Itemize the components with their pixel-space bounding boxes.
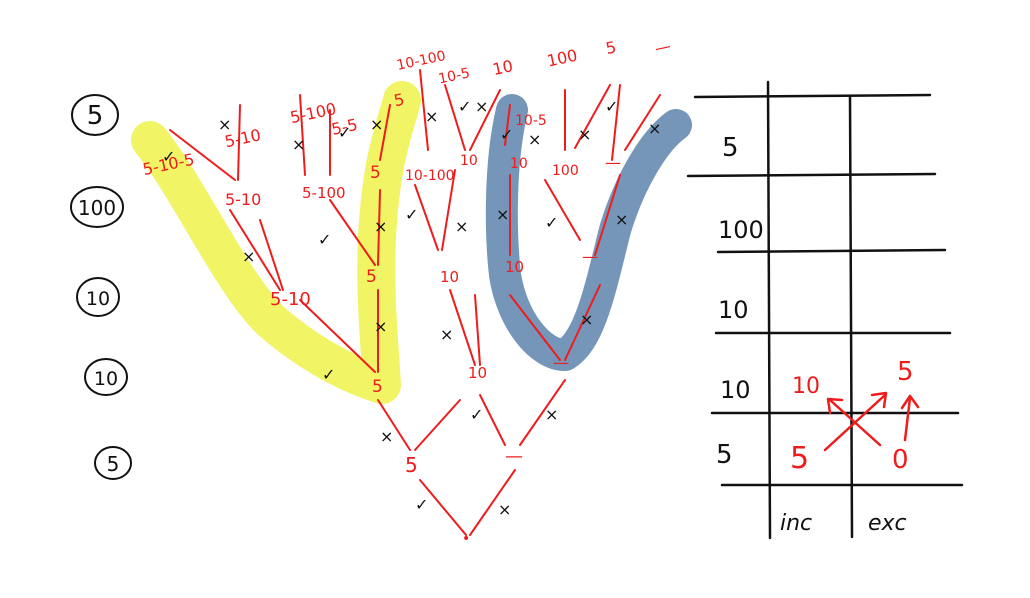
level-4-circled: 10 bbox=[84, 358, 128, 396]
check-mark: ✓ bbox=[318, 230, 331, 249]
table-grid bbox=[686, 80, 964, 540]
level-2-value: 100 bbox=[78, 196, 116, 220]
cross-mark: × bbox=[528, 130, 541, 149]
dp-table: 5 100 10 10 5 inc exc 10 5 5 0 bbox=[686, 80, 964, 540]
col-label-inc: inc bbox=[780, 511, 812, 536]
check-mark: ✓ bbox=[162, 147, 175, 166]
level-3-value: 10 bbox=[86, 288, 110, 310]
node-label-dash: — bbox=[653, 36, 673, 58]
row-label-5: 5 bbox=[716, 440, 733, 470]
lower-label-10: 10 bbox=[440, 268, 459, 286]
row-label-1: 5 bbox=[722, 133, 739, 163]
node-label-10: 10 bbox=[491, 56, 515, 79]
row-label-3: 10 bbox=[718, 296, 749, 324]
row-label-2: 100 bbox=[718, 216, 764, 244]
node-label-10-100: 10-100 bbox=[395, 48, 447, 74]
level-1-value: 5 bbox=[87, 101, 104, 131]
annot-exc-bottom: 0 bbox=[892, 445, 909, 475]
lower-label-5b: 5 bbox=[372, 377, 383, 397]
cross-mark: × bbox=[496, 205, 509, 224]
check-mark: ✓ bbox=[470, 405, 483, 424]
check-mark: ✓ bbox=[405, 205, 418, 224]
level-3-circled: 10 bbox=[76, 277, 120, 317]
mid-label-10b: 10 bbox=[510, 156, 528, 172]
cross-mark: × bbox=[440, 325, 453, 344]
cross-mark: × bbox=[498, 500, 511, 519]
cross-mark: × bbox=[374, 317, 387, 336]
annot-inc-top: 10 bbox=[792, 374, 820, 399]
mid-label-10: 10 bbox=[460, 153, 478, 169]
cross-mark: × bbox=[292, 135, 305, 154]
lower-node-labels: 5-10 5 5 10 10 10 — — bbox=[270, 247, 598, 397]
level-5-value: 5 bbox=[107, 452, 120, 476]
node-label-100: 100 bbox=[545, 46, 579, 71]
node-label-5b: 5 bbox=[604, 37, 618, 58]
root-dot: • bbox=[462, 531, 470, 547]
lower-label-5-10: 5-10 bbox=[270, 289, 311, 310]
col-label-exc: exc bbox=[868, 511, 907, 536]
cross-mark: × bbox=[242, 247, 255, 266]
blue-highlight-path bbox=[485, 94, 692, 371]
lower-label-dash-b: — bbox=[553, 353, 569, 372]
exclude-marks: × × × × × × × × × × × × × × × × × × × bbox=[218, 97, 661, 519]
cross-mark: × bbox=[545, 405, 558, 424]
cross-mark: × bbox=[648, 119, 661, 138]
transition-arrows bbox=[823, 391, 920, 452]
bottom-label-dash: — bbox=[505, 446, 523, 467]
cross-mark: × bbox=[475, 97, 488, 116]
cross-mark: × bbox=[380, 427, 393, 446]
check-mark: ✓ bbox=[500, 125, 513, 144]
cross-mark: × bbox=[615, 210, 628, 229]
check-mark: ✓ bbox=[458, 97, 471, 116]
mid-label-5-100: 5-100 bbox=[302, 184, 346, 202]
mid-label-10-5: 10-5 bbox=[515, 113, 547, 129]
level-4-value: 10 bbox=[94, 368, 118, 390]
check-mark: ✓ bbox=[605, 97, 618, 116]
level-1-circled: 5 bbox=[71, 94, 119, 136]
lower-label-5: 5 bbox=[366, 267, 377, 287]
mid-label-10-100: 10-100 bbox=[405, 168, 455, 184]
tree-edges bbox=[169, 69, 661, 536]
cross-mark: × bbox=[580, 310, 593, 329]
include-marks: ✓ ✓ ✓ ✓ ✓ ✓ ✓ ✓ ✓ ✓ ✓ bbox=[162, 97, 618, 514]
lower-label-dash: — bbox=[582, 247, 598, 266]
cross-mark: × bbox=[455, 217, 468, 236]
cross-mark: × bbox=[425, 107, 438, 126]
cross-mark: × bbox=[218, 115, 231, 134]
yellow-highlight-path bbox=[131, 81, 421, 404]
cross-mark: × bbox=[578, 125, 591, 144]
lower-label-10c: 10 bbox=[505, 258, 524, 276]
mid-node-labels: 5-10 5-100 5 10-100 10 10-5 10 100 — bbox=[225, 113, 621, 209]
node-label-10-5: 10-5 bbox=[437, 65, 471, 87]
level-2-circled: 100 bbox=[70, 186, 124, 228]
level-5-circled: 5 bbox=[94, 446, 132, 480]
row-label-4: 10 bbox=[720, 376, 751, 404]
annot-inc-bottom: 5 bbox=[790, 441, 809, 476]
bottom-label-5: 5 bbox=[405, 453, 418, 477]
annot-exc-top: 5 bbox=[897, 357, 914, 387]
lower-label-10b: 10 bbox=[468, 364, 487, 382]
mid-label-100: 100 bbox=[552, 163, 579, 179]
cross-mark: × bbox=[370, 115, 383, 134]
mid-label-5: 5 bbox=[370, 163, 381, 183]
bottom-node-labels: 5 — • bbox=[405, 446, 523, 547]
node-label-5: 5 bbox=[392, 90, 406, 111]
top-node-labels: 5-10-5 5-10 5-100 5-5 5 10-100 10-5 10 1… bbox=[141, 36, 673, 179]
check-mark: ✓ bbox=[338, 123, 351, 142]
level-labels: 5 100 10 10 5 bbox=[70, 94, 132, 480]
check-mark: ✓ bbox=[415, 495, 428, 514]
check-mark: ✓ bbox=[545, 213, 558, 232]
cross-mark: × bbox=[374, 217, 387, 236]
mid-label-dash: — bbox=[605, 153, 621, 172]
mid-label-5-10: 5-10 bbox=[225, 190, 261, 209]
check-mark: ✓ bbox=[322, 365, 335, 384]
